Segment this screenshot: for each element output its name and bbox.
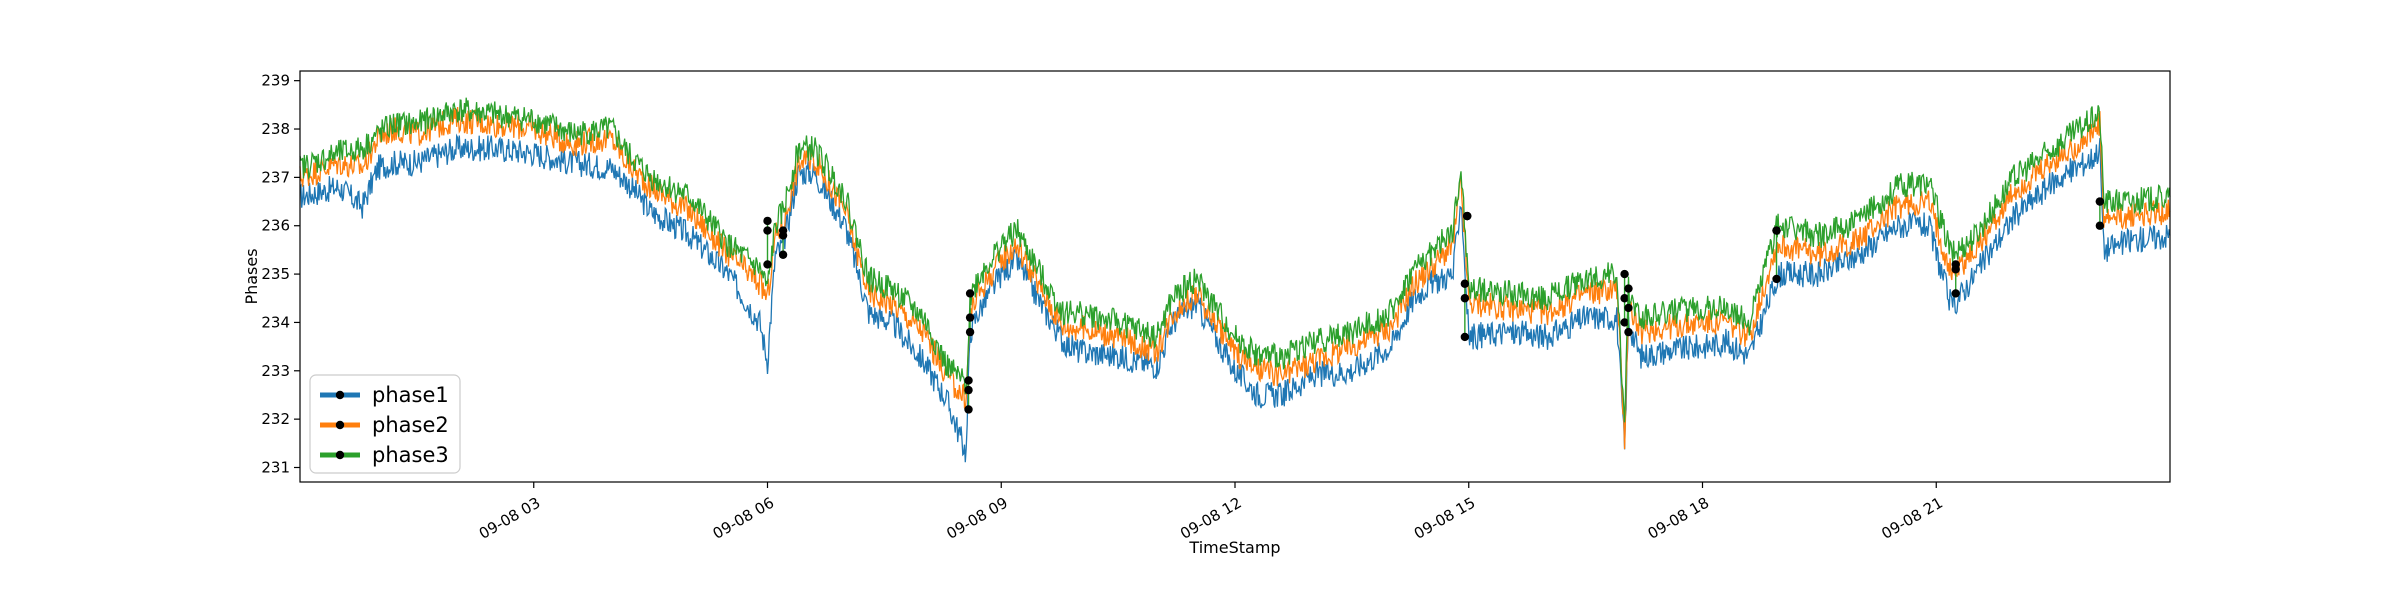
- legend-marker-phase1: [335, 390, 345, 400]
- event-marker-phase1-1: [778, 250, 788, 259]
- legend-marker-phase3: [335, 450, 345, 460]
- event-marker-phase2-2: [964, 385, 973, 395]
- y-tick-label: 238: [261, 120, 290, 138]
- legend-label-phase2: phase2: [372, 413, 449, 437]
- event-marker-phase3-8: [1772, 226, 1781, 235]
- x-axis-label: TimeStamp: [1188, 538, 1280, 557]
- event-marker-phase1-0: [763, 260, 772, 269]
- event-marker-phase1-7: [1624, 327, 1633, 337]
- y-tick-label: 234: [261, 313, 290, 331]
- event-marker-phase1-8: [1772, 274, 1781, 284]
- event-marker-phase2-3: [965, 313, 975, 322]
- event-marker-phase1-3: [965, 327, 975, 337]
- legend-marker-phase2: [335, 420, 345, 430]
- y-tick-label: 232: [261, 410, 290, 428]
- legend-box: [309, 374, 461, 474]
- event-marker-phase3-2: [964, 376, 973, 385]
- event-marker-phase3-9: [1951, 260, 1960, 269]
- event-marker-phase3-7: [1624, 284, 1633, 293]
- series-line-phase1: [299, 133, 2171, 463]
- legend: phase1 phase2 phase3: [309, 374, 461, 474]
- series-line-phase2: [299, 106, 2171, 450]
- event-marker-phase3-5: [1462, 211, 1472, 221]
- marker-layer: [763, 197, 2105, 414]
- event-marker-phase3-6: [1620, 269, 1629, 279]
- event-marker-phase1-10: [2095, 221, 2105, 230]
- y-axis-ticks: 231 232 233 234 235 236 237 238 239: [261, 72, 300, 476]
- series-line-phase3: [299, 97, 2171, 423]
- event-marker-phase1-6: [1620, 318, 1629, 327]
- y-tick-label: 233: [261, 362, 290, 380]
- y-axis-label: Phases: [242, 248, 261, 304]
- legend-label-phase3: phase3: [372, 443, 449, 467]
- y-tick-label: 235: [261, 265, 290, 283]
- event-marker-phase1-2: [964, 405, 973, 414]
- y-tick-label: 239: [261, 72, 290, 90]
- event-marker-phase1-9: [1951, 289, 1960, 298]
- event-marker-phase2-0: [763, 226, 772, 235]
- event-marker-phase3-4: [1460, 279, 1470, 288]
- legend-label-phase1: phase1: [372, 383, 449, 407]
- event-marker-phase3-0: [763, 216, 772, 226]
- event-marker-phase1-4: [1460, 332, 1470, 342]
- y-tick-label: 237: [261, 168, 290, 186]
- event-marker-phase3-10: [2095, 197, 2105, 206]
- y-tick-label: 231: [261, 458, 290, 476]
- event-marker-phase2-6: [1620, 294, 1629, 303]
- series-layer: [299, 97, 2171, 463]
- event-marker-phase3-1: [778, 226, 788, 235]
- y-tick-label: 236: [261, 217, 290, 235]
- event-marker-phase2-7: [1624, 303, 1633, 313]
- event-marker-phase2-4: [1460, 294, 1470, 303]
- event-marker-phase3-3: [965, 289, 975, 298]
